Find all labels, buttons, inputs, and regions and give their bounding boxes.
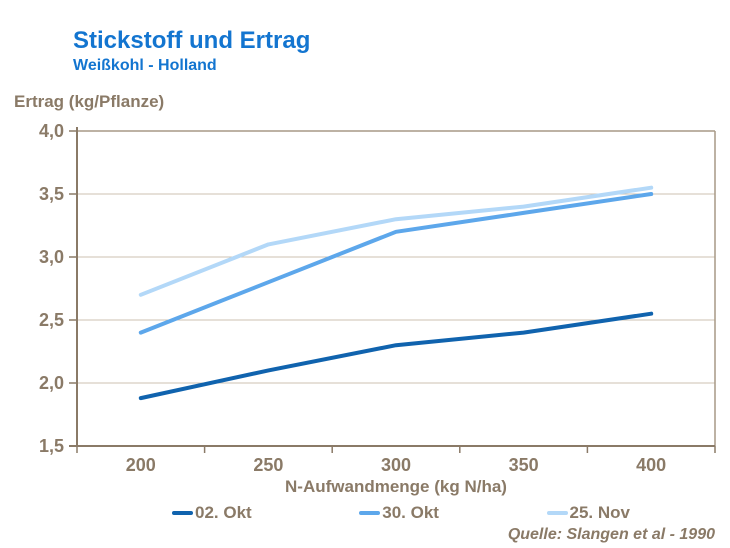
x-tick-label: 250 xyxy=(253,455,284,475)
x-tick-label: 300 xyxy=(380,455,412,475)
legend-label: 02. Okt xyxy=(195,503,252,522)
y-tick-label: 1,5 xyxy=(38,436,64,456)
x-tick-label: 350 xyxy=(508,455,539,475)
y-tick-label: 2,0 xyxy=(38,373,64,393)
y-tick-label: 3,0 xyxy=(38,247,64,267)
y-axis-title: Ertrag (kg/Pflanze) xyxy=(14,92,165,111)
series-line-30-okt xyxy=(138,192,654,335)
legend-label: 25. Nov xyxy=(569,503,630,522)
legend-item-25-nov: 25. Nov xyxy=(546,503,630,523)
chart-title: Stickstoff und Ertrag xyxy=(73,27,311,54)
y-tick-label: 3,5 xyxy=(38,184,64,204)
source-note: Quelle: Slangen et al - 1990 xyxy=(507,526,715,543)
y-tick-label: 4,0 xyxy=(38,121,64,141)
legend-item-02-okt: 02. Okt xyxy=(172,503,252,523)
legend: 02. Okt 30. Okt 25. Nov xyxy=(172,503,630,523)
x-tick-label: 400 xyxy=(636,455,667,475)
y-tick-label: 2,5 xyxy=(38,310,64,330)
x-tick-label: 200 xyxy=(125,455,156,475)
legend-line-swatch xyxy=(546,511,568,515)
series-line-02-okt xyxy=(138,311,654,401)
legend-line-swatch xyxy=(172,511,193,515)
x-axis-title: N-Aufwandmenge (kg N/ha) xyxy=(285,477,507,496)
chart-subtitle: Weißkohl - Holland xyxy=(73,57,217,74)
series-line-25-nov xyxy=(138,185,654,297)
legend-line-swatch xyxy=(359,511,381,515)
legend-label: 30. Okt xyxy=(382,503,439,522)
legend-item-30-okt: 30. Okt xyxy=(359,503,439,523)
